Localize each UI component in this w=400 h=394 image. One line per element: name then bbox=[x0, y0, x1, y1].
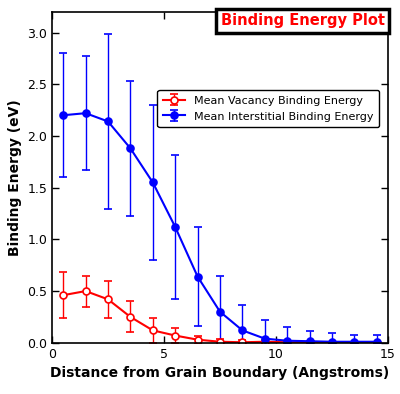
X-axis label: Distance from Grain Boundary (Angstroms): Distance from Grain Boundary (Angstroms) bbox=[50, 366, 390, 380]
Legend: Mean Vacancy Binding Energy, Mean Interstitial Binding Energy: Mean Vacancy Binding Energy, Mean Inters… bbox=[157, 90, 379, 127]
Text: Binding Energy Plot: Binding Energy Plot bbox=[221, 13, 385, 28]
Y-axis label: Binding Energy (eV): Binding Energy (eV) bbox=[8, 99, 22, 256]
